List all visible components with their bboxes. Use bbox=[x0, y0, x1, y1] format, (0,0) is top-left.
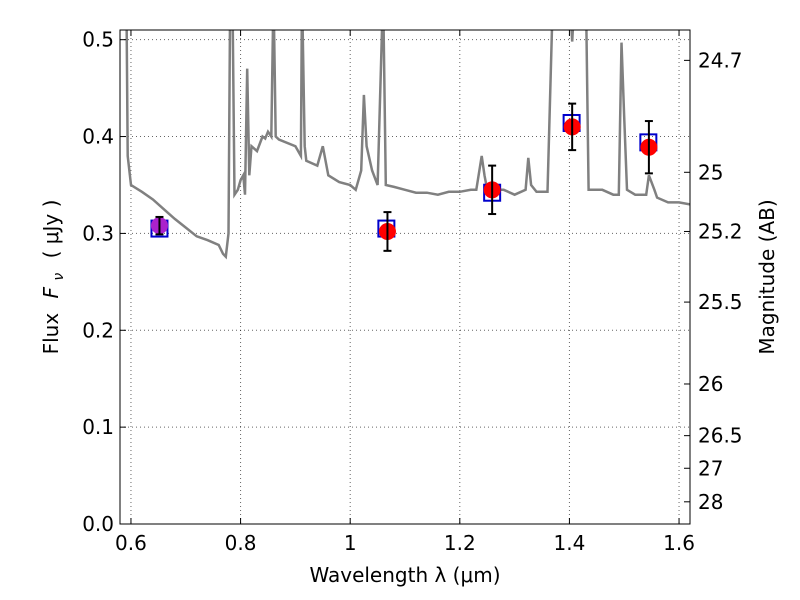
mag-tick-label: 25.5 bbox=[698, 290, 743, 314]
plot-frame bbox=[119, 29, 691, 525]
grid-lines bbox=[120, 30, 690, 525]
mag-tick-label: 26.5 bbox=[698, 424, 743, 448]
x-tick-label: 1.6 bbox=[663, 531, 695, 555]
mag-tick-label: 28 bbox=[698, 490, 723, 514]
x-tick-label: 1.2 bbox=[444, 531, 476, 555]
y-axis-label-word: Flux bbox=[39, 313, 63, 355]
x-tick-label: 0.6 bbox=[115, 531, 147, 555]
x-tick-label: 1.4 bbox=[554, 531, 586, 555]
axis-ticks: 0.6 0.8 1 1.2 1.4 1.6 0.0 0.1 0.2 0.3 0.4 0.5 24.7 25… bbox=[82, 28, 742, 555]
mag-tick-label: 25.2 bbox=[698, 219, 743, 243]
y-axis-label-text: Flux F ν ( μJy ) bbox=[39, 200, 68, 355]
model-spectrum-line bbox=[125, 30, 690, 260]
mag-tick-label: 26 bbox=[698, 372, 723, 396]
y-axis-label-unit: ( μJy ) bbox=[39, 200, 63, 259]
y-axis-label-subscript: ν bbox=[51, 273, 67, 281]
y-tick-label: 0.3 bbox=[82, 221, 114, 245]
y-axis-label: Flux F ν ( μJy ) bbox=[39, 200, 68, 355]
mag-tick-label: 27 bbox=[698, 456, 723, 480]
mag-tick-label: 24.7 bbox=[698, 48, 743, 72]
x-axis-label: Wavelength λ (μm) bbox=[309, 563, 500, 587]
plot-area bbox=[125, 30, 690, 260]
y-tick-label: 0.4 bbox=[82, 125, 114, 149]
y-tick-label: 0.1 bbox=[82, 415, 114, 439]
x-tick-label: 0.8 bbox=[225, 531, 257, 555]
x-tick-label: 1 bbox=[344, 531, 357, 555]
y-tick-label: 0.0 bbox=[82, 512, 114, 536]
y-axis-label-symbol: F bbox=[39, 286, 63, 298]
y-tick-label: 0.5 bbox=[82, 28, 114, 52]
y2-axis-label: Magnitude (AB) bbox=[755, 199, 779, 354]
mag-tick-label: 25 bbox=[698, 160, 723, 184]
y-tick-label: 0.2 bbox=[82, 318, 114, 342]
